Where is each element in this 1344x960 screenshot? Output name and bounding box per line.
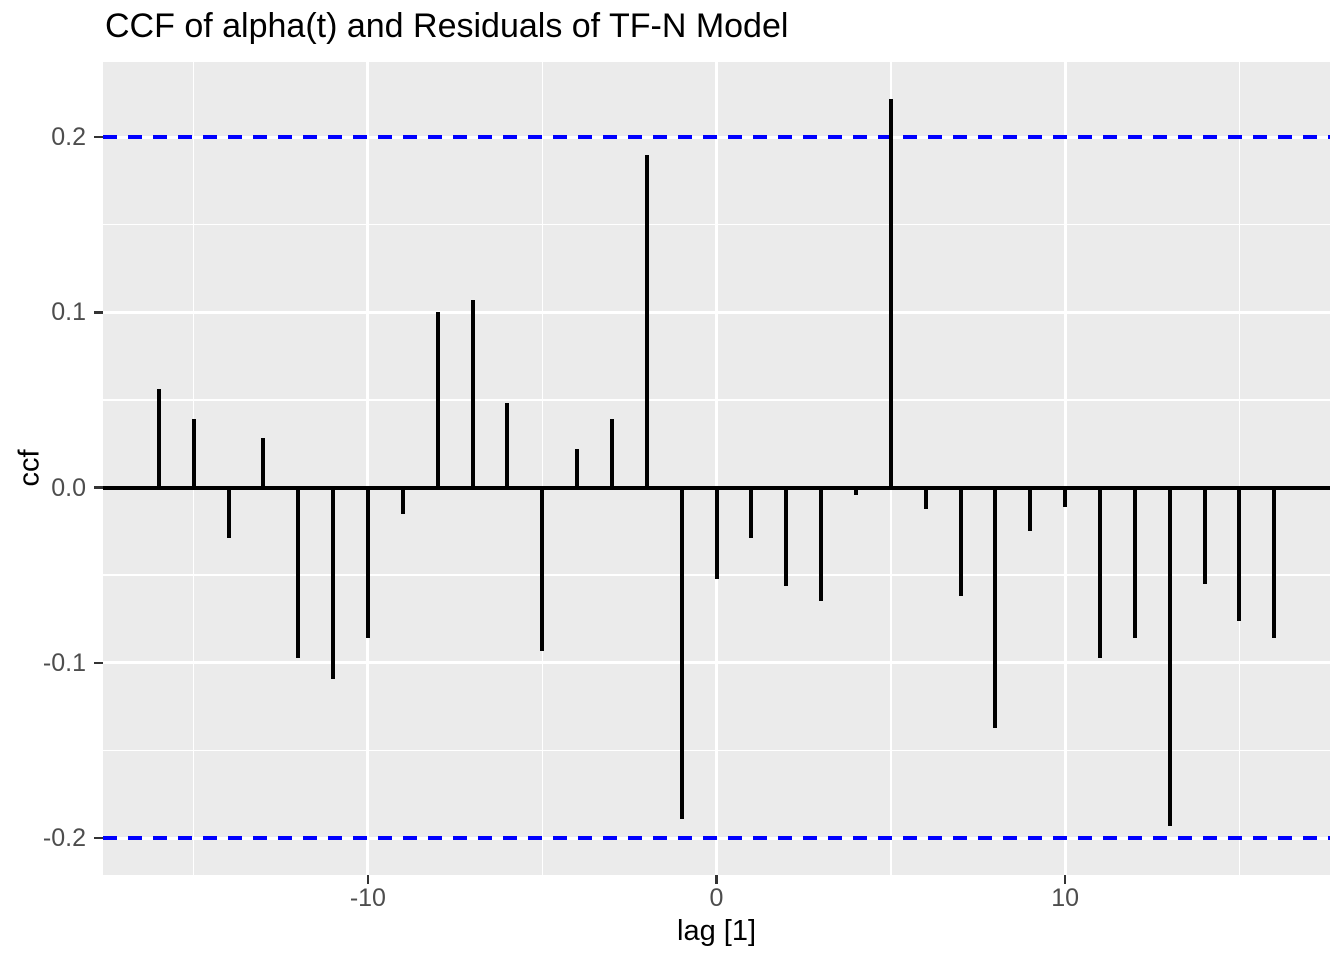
ccf-bar bbox=[714, 487, 719, 579]
ccf-bar bbox=[1237, 487, 1242, 621]
gridline-x-major bbox=[366, 62, 370, 875]
ccf-bar bbox=[156, 389, 161, 488]
ccf-bar bbox=[1097, 487, 1102, 658]
ccf-bar bbox=[1063, 487, 1068, 507]
y-axis-tick bbox=[94, 661, 103, 664]
confidence-line-lower bbox=[103, 836, 1330, 840]
gridline-x-major bbox=[1063, 62, 1067, 875]
ccf-bar bbox=[226, 487, 231, 539]
y-tick-label: 0.0 bbox=[51, 473, 86, 502]
ccf-bar bbox=[609, 419, 614, 488]
ccf-bar bbox=[679, 487, 684, 819]
y-axis-tick bbox=[94, 311, 103, 314]
x-axis-tick bbox=[715, 875, 718, 884]
y-tick-label: -0.1 bbox=[42, 648, 86, 677]
gridline-x-major bbox=[715, 62, 718, 875]
ccf-bar bbox=[784, 487, 789, 586]
y-axis-tick bbox=[94, 836, 103, 840]
ccf-bar bbox=[1132, 487, 1137, 639]
ccf-bar bbox=[435, 312, 440, 488]
ccf-bar bbox=[261, 438, 266, 488]
y-tick-label: -0.2 bbox=[42, 824, 86, 852]
y-axis-tick bbox=[94, 486, 103, 489]
y-tick-label: 0.2 bbox=[51, 123, 86, 151]
ccf-bar bbox=[1028, 487, 1033, 532]
ccf-bar bbox=[749, 487, 754, 539]
ccf-bar bbox=[1167, 487, 1172, 826]
ccf-bar bbox=[888, 98, 893, 488]
ccf-bar bbox=[1202, 487, 1207, 584]
ccf-bar bbox=[400, 487, 405, 514]
y-axis-tick bbox=[94, 135, 103, 139]
plot-panel bbox=[103, 62, 1330, 875]
ccf-bar bbox=[923, 487, 928, 509]
ccf-bar bbox=[505, 403, 510, 488]
ccf-bar bbox=[540, 487, 545, 651]
ccf-bar bbox=[331, 487, 336, 679]
x-axis-tick bbox=[366, 875, 370, 884]
ccf-bar bbox=[853, 487, 858, 495]
ccf-bar bbox=[296, 487, 301, 658]
x-axis-tick bbox=[1063, 875, 1067, 884]
plot-title: CCF of alpha(t) and Residuals of TF-N Mo… bbox=[105, 7, 789, 45]
ccf-bar bbox=[819, 487, 824, 602]
ccf-bar bbox=[575, 449, 580, 488]
ccf-bar bbox=[1272, 487, 1277, 639]
x-axis-title: lag [1] bbox=[677, 915, 756, 947]
ccf-bar bbox=[365, 487, 370, 639]
x-tick-label: 0 bbox=[709, 884, 724, 912]
ccf-bar bbox=[191, 419, 196, 488]
x-tick-label: 10 bbox=[1051, 884, 1079, 912]
ccf-bar bbox=[993, 487, 998, 728]
ccf-bar bbox=[958, 487, 963, 597]
gridline-x-minor bbox=[541, 62, 543, 875]
ccf-bar bbox=[644, 154, 649, 488]
confidence-line-upper bbox=[103, 135, 1330, 139]
gridline-x-minor bbox=[1238, 62, 1241, 875]
x-tick-label: -10 bbox=[349, 884, 386, 912]
y-tick-label: 0.1 bbox=[51, 298, 86, 327]
ccf-bar bbox=[470, 300, 475, 488]
